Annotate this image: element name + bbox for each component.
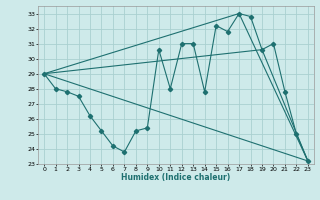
X-axis label: Humidex (Indice chaleur): Humidex (Indice chaleur) (121, 173, 231, 182)
